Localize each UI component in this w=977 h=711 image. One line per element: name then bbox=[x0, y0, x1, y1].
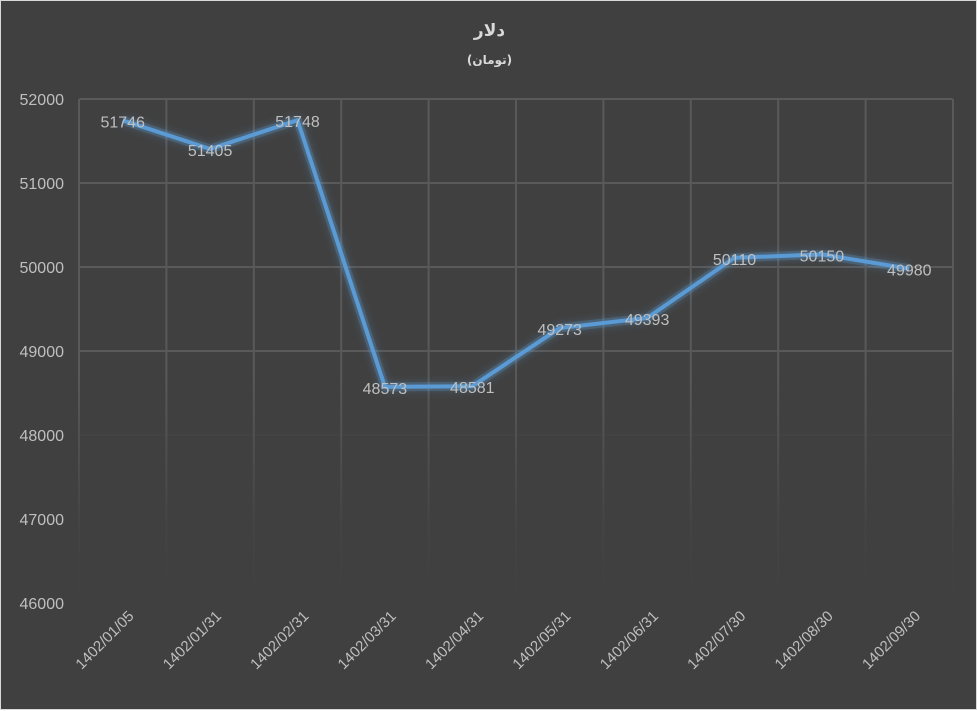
chart-subtitle: (تومان) bbox=[466, 53, 513, 67]
x-tick-label: 1402/04/31 bbox=[422, 608, 487, 673]
data-label: 51748 bbox=[275, 114, 320, 131]
y-tick-label: 50000 bbox=[20, 260, 65, 277]
x-tick-label: 1402/03/31 bbox=[335, 608, 400, 673]
data-label: 49393 bbox=[625, 312, 670, 329]
y-tick-label: 51000 bbox=[20, 176, 65, 193]
x-tick-label: 1402/01/05 bbox=[72, 608, 137, 673]
y-tick-label: 52000 bbox=[20, 92, 65, 109]
x-tick-label: 1402/01/31 bbox=[160, 608, 225, 673]
x-tick-label: 1402/02/31 bbox=[247, 608, 312, 673]
chart-title: دلار bbox=[473, 21, 506, 41]
data-labels: 51746 51405 51748 48573 48581 49273 49393 50110… bbox=[100, 114, 931, 398]
y-tick-label: 48000 bbox=[20, 428, 65, 445]
data-label: 49980 bbox=[887, 263, 932, 280]
data-series-line bbox=[121, 115, 911, 392]
data-label: 50110 bbox=[713, 252, 756, 269]
y-tick-label: 49000 bbox=[20, 344, 65, 361]
data-label: 51746 bbox=[100, 114, 145, 131]
y-tick-label: 47000 bbox=[20, 512, 65, 529]
data-label: 48581 bbox=[450, 380, 495, 397]
data-label: 48573 bbox=[363, 381, 408, 398]
data-label: 51405 bbox=[188, 143, 233, 160]
x-tick-label: 1402/08/30 bbox=[772, 608, 837, 673]
data-label: 49273 bbox=[537, 322, 582, 339]
data-label: 50150 bbox=[800, 248, 845, 265]
x-tick-label: 1402/07/30 bbox=[684, 608, 749, 673]
x-tick-label: 1402/05/31 bbox=[509, 608, 574, 673]
x-tick-label: 1402/09/30 bbox=[859, 608, 924, 673]
gridlines bbox=[78, 98, 954, 603]
y-tick-label: 46000 bbox=[20, 596, 65, 613]
y-axis-labels: 46000 47000 48000 49000 50000 51000 52000 bbox=[20, 92, 65, 613]
x-axis-labels: 1402/01/05 1402/01/31 1402/02/31 1402/03/31… bbox=[72, 608, 924, 673]
x-tick-label: 1402/06/31 bbox=[597, 608, 662, 673]
